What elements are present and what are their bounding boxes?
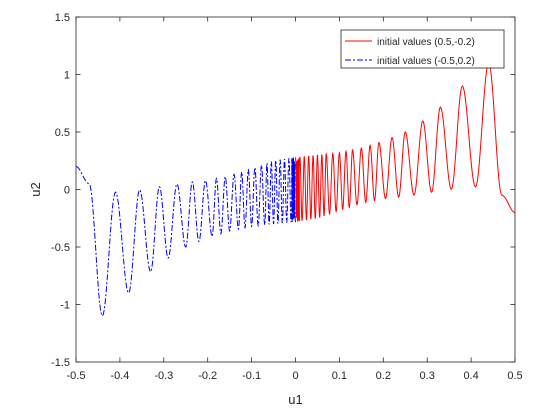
y-tick-label: 0.5	[55, 127, 70, 139]
x-tick-label: 0	[292, 370, 298, 382]
series-layer	[75, 62, 516, 317]
y-tick-label: 1	[64, 70, 70, 82]
y-tick-label: -1.5	[51, 357, 70, 369]
x-axis-label: u1	[288, 392, 302, 407]
y-tick-label: -1	[60, 300, 70, 312]
plot-area	[76, 17, 515, 362]
x-tick-label: -0.3	[154, 370, 173, 382]
x-tick-label: 0.3	[420, 370, 435, 382]
series-line-red	[295, 62, 516, 222]
legend-label-red: initial values (0.5,-0.2)	[377, 37, 475, 48]
x-tick-label: 0.1	[332, 370, 347, 382]
x-tick-label: -0.5	[67, 370, 86, 382]
legend-label-blue: initial values (-0.5,0.2)	[377, 56, 475, 67]
y-tick-label: 0	[64, 185, 70, 197]
legend-box	[340, 29, 505, 69]
x-tick-label: 0.5	[507, 370, 522, 382]
series-line-blue	[75, 157, 297, 317]
x-tick-label: 0.2	[376, 370, 391, 382]
x-tick-label: -0.4	[110, 370, 129, 382]
x-tick-label: -0.2	[198, 370, 217, 382]
x-tick-label: -0.1	[242, 370, 261, 382]
tick-layer: -0.5 -0.4 -0.3 -0.2 -0.1 0 0.1 0.2 0.3 0.4 0.5 -1.5…	[51, 12, 523, 382]
y-axis-label: u2	[28, 182, 43, 196]
y-tick-label: 1.5	[55, 12, 70, 24]
legend: initial values (0.5,-0.2) initial values…	[340, 29, 505, 69]
x-tick-label: 0.4	[463, 370, 478, 382]
y-tick-label: -0.5	[51, 242, 70, 254]
